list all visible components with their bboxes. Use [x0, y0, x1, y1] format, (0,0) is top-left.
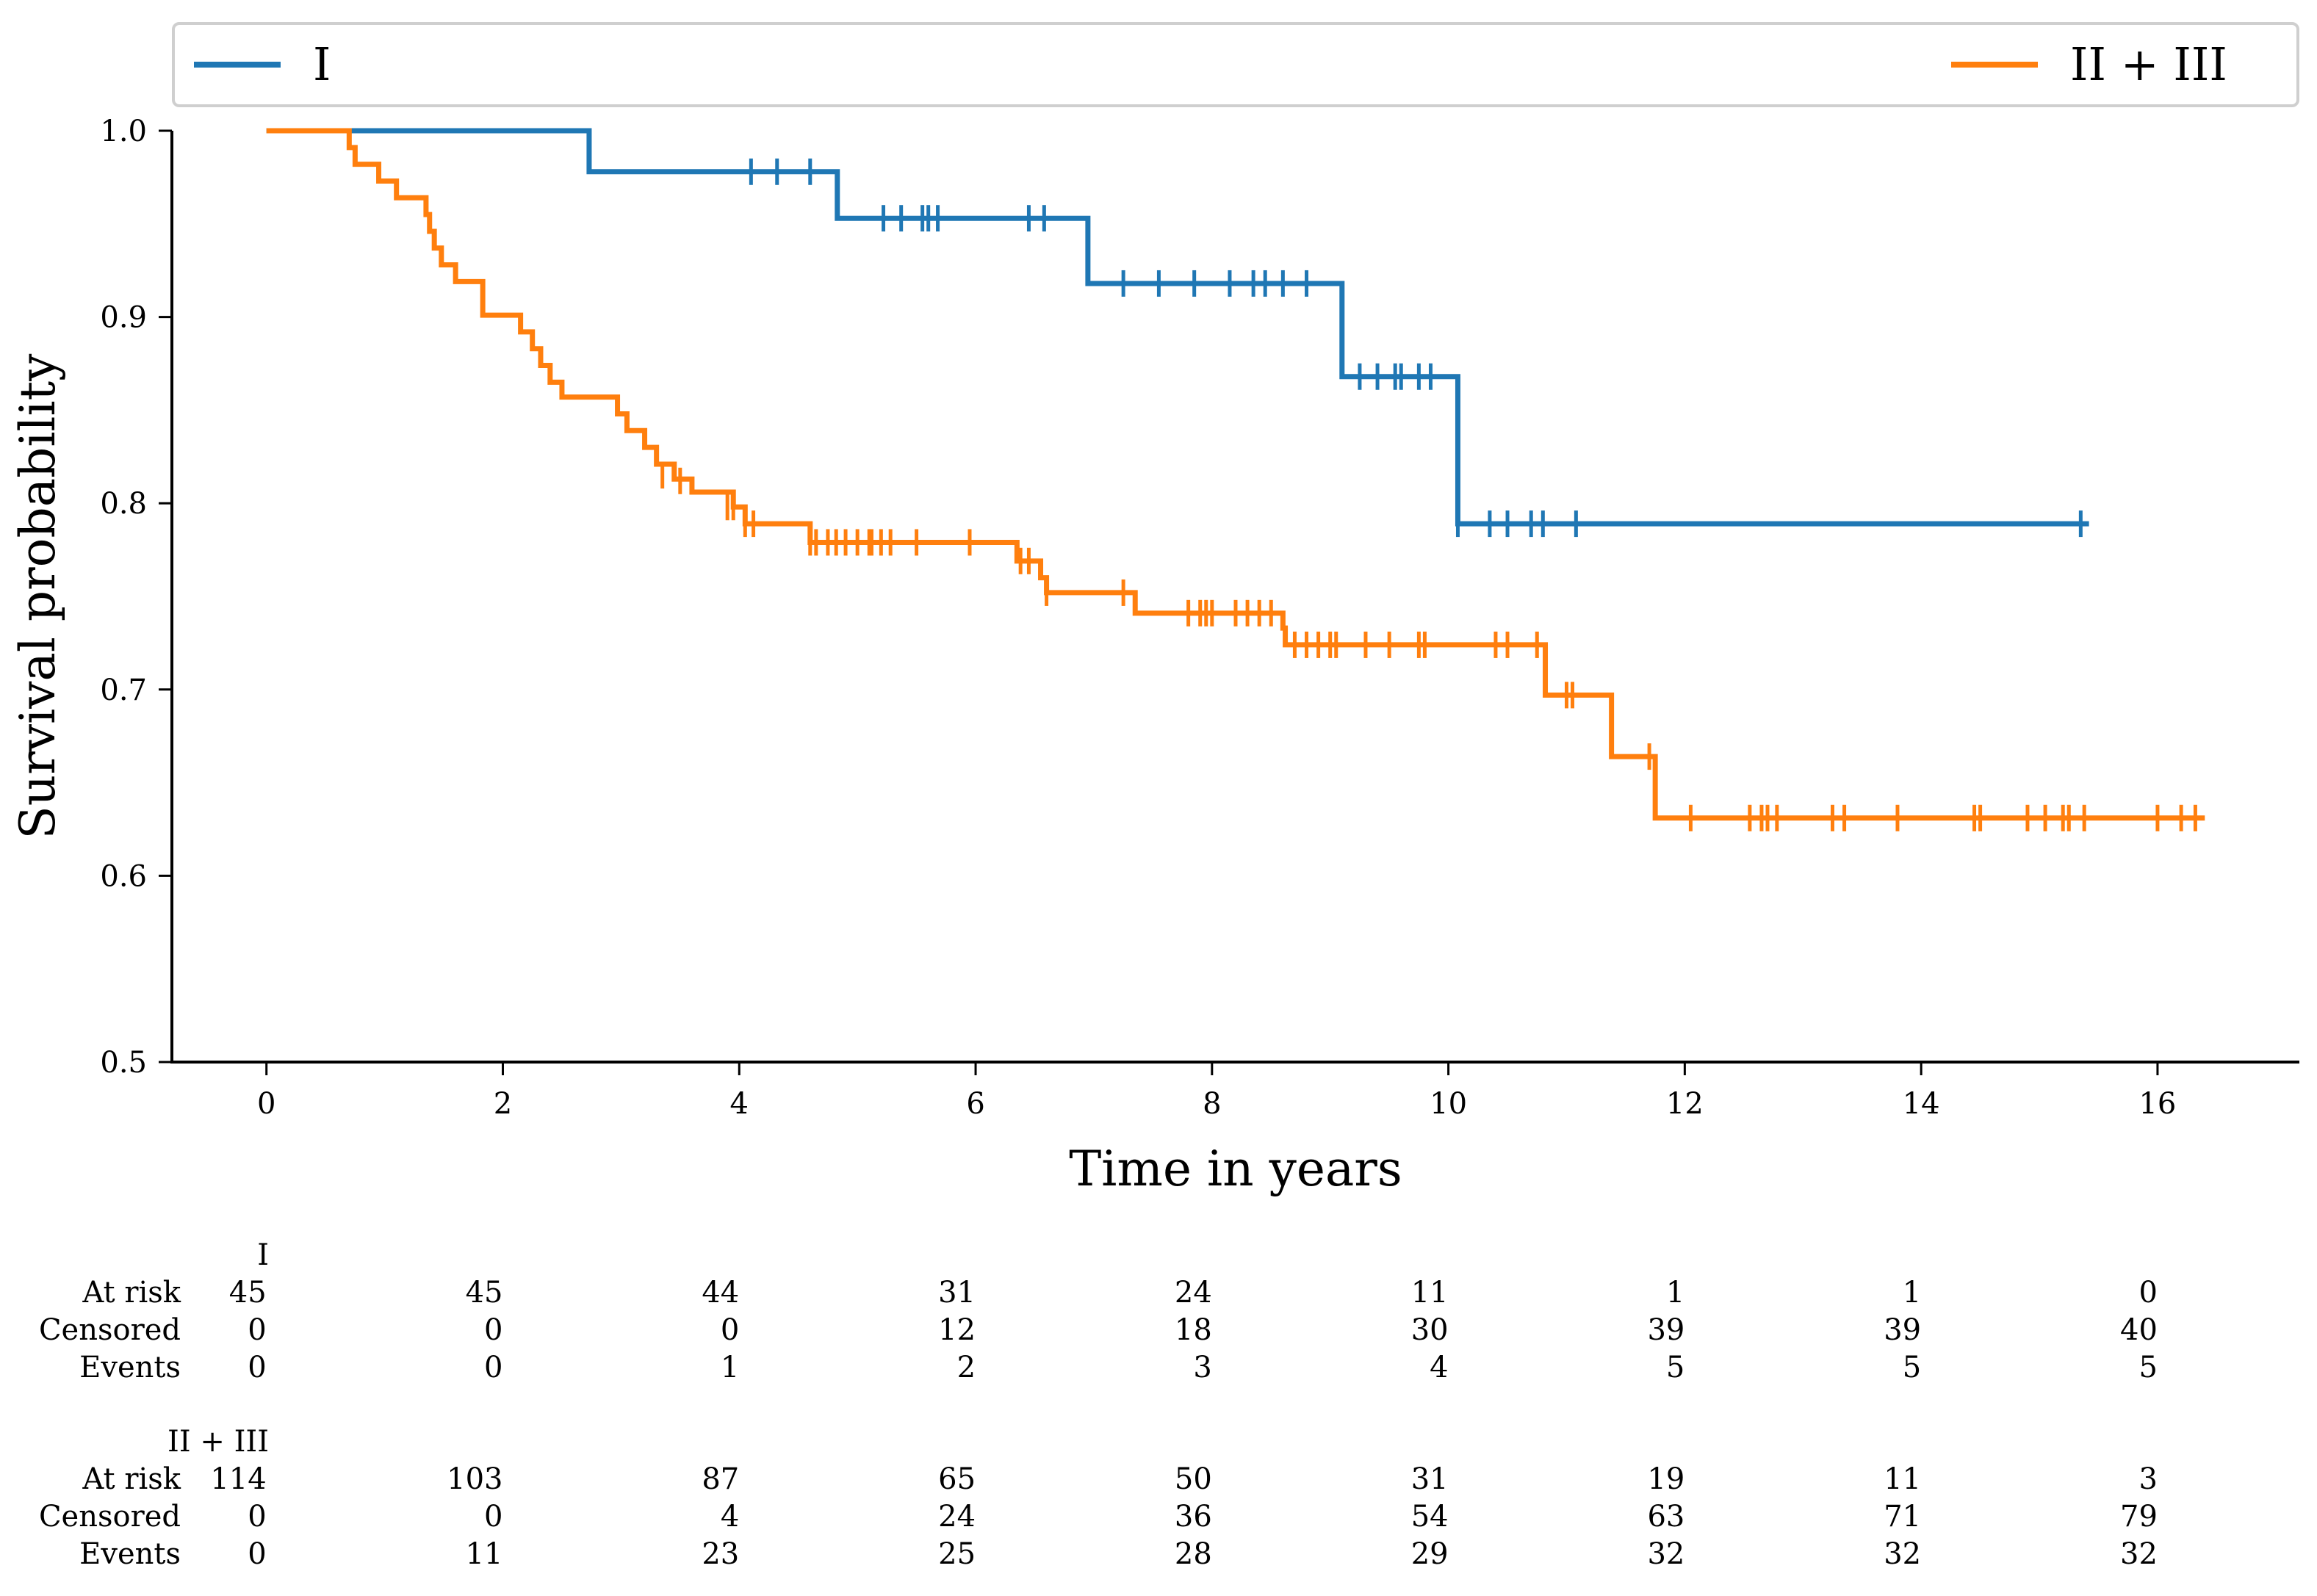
x-tick-label: 16: [2138, 1087, 2176, 1121]
risk-value: 44: [702, 1276, 739, 1310]
risk-value: 11: [466, 1537, 503, 1571]
risk-group-title: II + III: [167, 1425, 269, 1459]
risk-value: 19: [1647, 1462, 1684, 1496]
legend-label-II-III: II + III: [2070, 37, 2227, 91]
y-tick-label: 0.6: [100, 859, 147, 893]
risk-value: 87: [702, 1462, 739, 1496]
risk-value: 0: [248, 1500, 266, 1534]
risk-value: 45: [466, 1276, 503, 1310]
series-II-III: [266, 128, 2205, 831]
risk-value: 79: [2120, 1500, 2158, 1534]
risk-value: 71: [1884, 1500, 1921, 1534]
x-tick-label: 8: [1203, 1087, 1221, 1121]
y-tick-label: 0.9: [100, 301, 147, 335]
risk-value: 0: [248, 1537, 266, 1571]
risk-row-label: Events: [79, 1537, 181, 1571]
legend: I II + III: [172, 22, 2299, 107]
x-axis-label: Time in years: [1069, 1141, 1402, 1197]
risk-value: 1: [1903, 1276, 1921, 1310]
axes: [170, 131, 2299, 1064]
risk-value: 30: [1411, 1313, 1449, 1347]
risk-value: 36: [1175, 1500, 1212, 1534]
y-tick-label: 1.0: [100, 115, 147, 148]
risk-value: 0: [484, 1351, 502, 1384]
risk-value: 39: [1647, 1313, 1684, 1347]
risk-value: 3: [2138, 1462, 2157, 1496]
risk-value: 65: [938, 1462, 976, 1496]
risk-value: 0: [248, 1351, 266, 1384]
risk-value: 11: [1411, 1276, 1449, 1310]
risk-value: 0: [248, 1313, 266, 1347]
survival-line: [266, 128, 2089, 527]
x-tick-label: 4: [730, 1087, 749, 1121]
risk-value: 23: [702, 1537, 739, 1571]
risk-value: 18: [1175, 1313, 1212, 1347]
x-tick-label: 0: [257, 1087, 275, 1121]
y-axis-label: Survival probability: [10, 353, 66, 839]
legend-item-II-III[interactable]: II + III: [1951, 38, 2227, 91]
risk-value: 24: [938, 1500, 976, 1534]
risk-value: 24: [1175, 1276, 1212, 1310]
risk-row-label: At risk: [82, 1276, 181, 1310]
risk-value: 5: [2138, 1351, 2157, 1384]
y-tick-label: 0.8: [100, 487, 147, 521]
risk-value: 103: [447, 1462, 502, 1496]
risk-value: 3: [1193, 1351, 1211, 1384]
risk-value: 25: [938, 1537, 976, 1571]
legend-swatch-I: [194, 62, 281, 68]
risk-value: 29: [1411, 1537, 1449, 1571]
legend-item-I[interactable]: I: [194, 38, 331, 91]
risk-row-label: At risk: [82, 1462, 181, 1496]
risk-value: 5: [1903, 1351, 1921, 1384]
risk-group-title: I: [257, 1238, 269, 1272]
risk-value: 0: [484, 1500, 502, 1534]
risk-value: 32: [1647, 1537, 1684, 1571]
risk-value: 39: [1884, 1313, 1921, 1347]
risk-value: 54: [1411, 1500, 1449, 1534]
risk-value: 31: [1411, 1462, 1449, 1496]
risk-value: 31: [938, 1276, 976, 1310]
y-tick-label: 0.7: [100, 674, 147, 707]
risk-value: 11: [1884, 1462, 1921, 1496]
legend-swatch-II-III: [1951, 62, 2038, 68]
risk-value: 4: [721, 1500, 739, 1534]
risk-value: 0: [2138, 1276, 2157, 1310]
risk-value: 0: [721, 1313, 739, 1347]
risk-value: 50: [1175, 1462, 1212, 1496]
risk-row-label: Censored: [39, 1313, 181, 1347]
series: [266, 128, 2205, 831]
risk-value: 32: [1884, 1537, 1921, 1571]
risk-value: 40: [2120, 1313, 2158, 1347]
risk-value: 2: [957, 1351, 976, 1384]
risk-row-label: Censored: [39, 1500, 181, 1534]
legend-label-I: I: [313, 37, 331, 91]
risk-value: 4: [1430, 1351, 1448, 1384]
x-ticks: 0 2 4 6 8 10 12 14 16: [257, 1062, 2176, 1121]
x-tick-label: 10: [1430, 1087, 1467, 1121]
risk-value: 28: [1175, 1537, 1212, 1571]
x-tick-label: 14: [1903, 1087, 1940, 1121]
risk-value: 32: [2120, 1537, 2158, 1571]
risk-value: 114: [210, 1462, 266, 1496]
survival-line: [266, 128, 2205, 821]
y-tick-label: 0.5: [100, 1046, 147, 1080]
risk-value: 45: [229, 1276, 267, 1310]
risk-row-label: Events: [79, 1351, 181, 1384]
risk-value: 0: [484, 1313, 502, 1347]
risk-value: 12: [938, 1313, 976, 1347]
x-tick-label: 12: [1666, 1087, 1704, 1121]
x-tick-label: 6: [966, 1087, 984, 1121]
risk-value: 1: [1666, 1276, 1684, 1310]
risk-value: 63: [1647, 1500, 1684, 1534]
y-ticks: 0.5 0.6 0.7 0.8 0.9 1.0: [100, 115, 172, 1080]
risk-value: 5: [1666, 1351, 1684, 1384]
x-tick-label: 2: [494, 1087, 512, 1121]
series-I: [266, 128, 2089, 538]
risk-value: 1: [721, 1351, 739, 1384]
